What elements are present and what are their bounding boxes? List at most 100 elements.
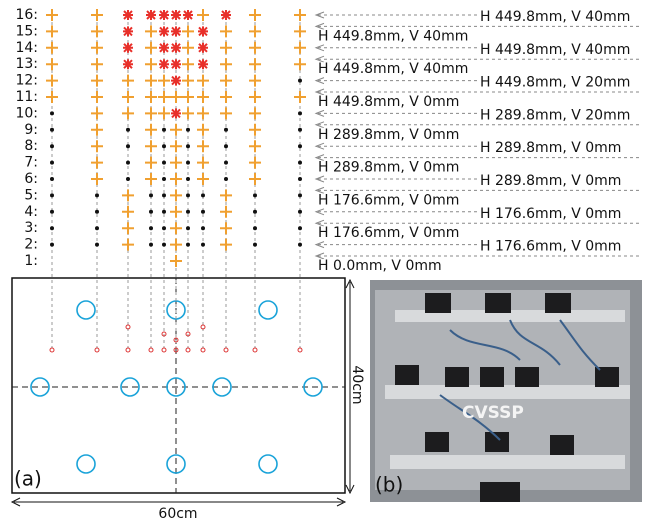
plus-marker (170, 140, 182, 152)
dot-marker (126, 128, 130, 132)
dot-marker (50, 226, 54, 230)
asterisk-marker (123, 59, 133, 69)
plus-marker (170, 255, 182, 267)
dot-marker (95, 226, 99, 230)
plus-marker (220, 25, 232, 37)
plus-marker (158, 107, 170, 119)
plus-marker (197, 91, 209, 103)
asterisk-marker (198, 26, 208, 36)
dot-marker (186, 226, 190, 230)
dot-marker (50, 161, 54, 165)
plus-marker (170, 239, 182, 251)
projection-point (298, 348, 302, 352)
annotation: H 176.6mm, V 0mm (318, 225, 459, 241)
row-label: 4: (24, 204, 38, 220)
plus-marker (170, 222, 182, 234)
plus-marker (220, 75, 232, 87)
projection-point (126, 348, 130, 352)
dot-marker (162, 193, 166, 197)
asterisk-marker (123, 10, 133, 20)
plus-marker (294, 9, 306, 21)
row-label: 12: (15, 73, 38, 89)
annotation: H 289.8mm, V 20mm (480, 107, 630, 123)
plus-marker (46, 58, 58, 70)
asterisk-marker (171, 43, 181, 53)
row-label: 6: (24, 171, 38, 187)
plus-marker (294, 42, 306, 54)
dot-marker (298, 161, 302, 165)
row-label: 10: (15, 105, 38, 121)
row-label: 7: (24, 155, 38, 171)
annotation: H 289.8mm, V 0mm (318, 160, 459, 176)
figure: (a) 40cm 60cm CVSSP (b) 1:H 0.0mm, V 0mm… (0, 0, 667, 521)
rig-outline (12, 278, 345, 493)
plus-marker (46, 9, 58, 21)
row-label: 15: (15, 23, 38, 39)
plus-marker (91, 25, 103, 37)
plus-marker (122, 107, 134, 119)
plus-marker (145, 25, 157, 37)
plus-marker (91, 75, 103, 87)
plus-marker (122, 91, 134, 103)
asterisk-marker (146, 10, 156, 20)
dot-marker (201, 210, 205, 214)
row-label: 2: (24, 237, 38, 253)
panel-label: (b) (375, 473, 403, 497)
dot-marker (298, 111, 302, 115)
plus-marker (122, 239, 134, 251)
plus-marker (145, 157, 157, 169)
dot-marker (50, 210, 54, 214)
plus-marker (145, 140, 157, 152)
annotation: H 289.8mm, V 0mm (480, 173, 621, 189)
width-label: 60cm (158, 506, 197, 521)
plus-marker (170, 157, 182, 169)
dot-marker (162, 243, 166, 247)
plus-marker (170, 189, 182, 201)
plus-marker (182, 107, 194, 119)
asterisk-marker (123, 26, 133, 36)
asterisk-marker (221, 10, 231, 20)
asterisk-marker (159, 10, 169, 20)
dot-marker (253, 193, 257, 197)
dot-marker (162, 144, 166, 148)
plus-marker (91, 42, 103, 54)
dot-marker (186, 210, 190, 214)
plus-marker (294, 25, 306, 37)
plus-marker (145, 91, 157, 103)
plus-marker (249, 25, 261, 37)
plus-marker (91, 157, 103, 169)
annotation: H 449.8mm, V 40mm (318, 28, 468, 44)
row-label: 13: (15, 56, 38, 72)
dot-marker (149, 226, 153, 230)
projection-point (95, 348, 99, 352)
annotation: H 176.6mm, V 0mm (480, 239, 621, 255)
plus-marker (145, 58, 157, 70)
plus-marker (249, 173, 261, 185)
row-label: 14: (15, 40, 38, 56)
row-label: 9: (24, 122, 38, 138)
dot-marker (224, 128, 228, 132)
dot-marker (186, 177, 190, 181)
plus-marker (122, 222, 134, 234)
asterisk-marker (183, 10, 193, 20)
plus-marker (197, 157, 209, 169)
row-label: 16: (15, 7, 38, 23)
height-label: 40cm (349, 365, 365, 404)
dot-marker (298, 243, 302, 247)
asterisk-marker (198, 43, 208, 53)
annotation: H 289.8mm, V 0mm (318, 127, 459, 143)
plus-marker (220, 189, 232, 201)
dot-marker (126, 177, 130, 181)
plus-marker (46, 91, 58, 103)
plus-marker (220, 58, 232, 70)
dot-marker (253, 243, 257, 247)
plus-marker (182, 25, 194, 37)
dot-marker (50, 111, 54, 115)
annotation: H 176.6mm, V 0mm (480, 206, 621, 222)
plus-marker (197, 173, 209, 185)
asterisk-marker (171, 26, 181, 36)
plus-marker (249, 91, 261, 103)
plus-marker (249, 9, 261, 21)
dot-marker (95, 243, 99, 247)
dot-marker (201, 226, 205, 230)
